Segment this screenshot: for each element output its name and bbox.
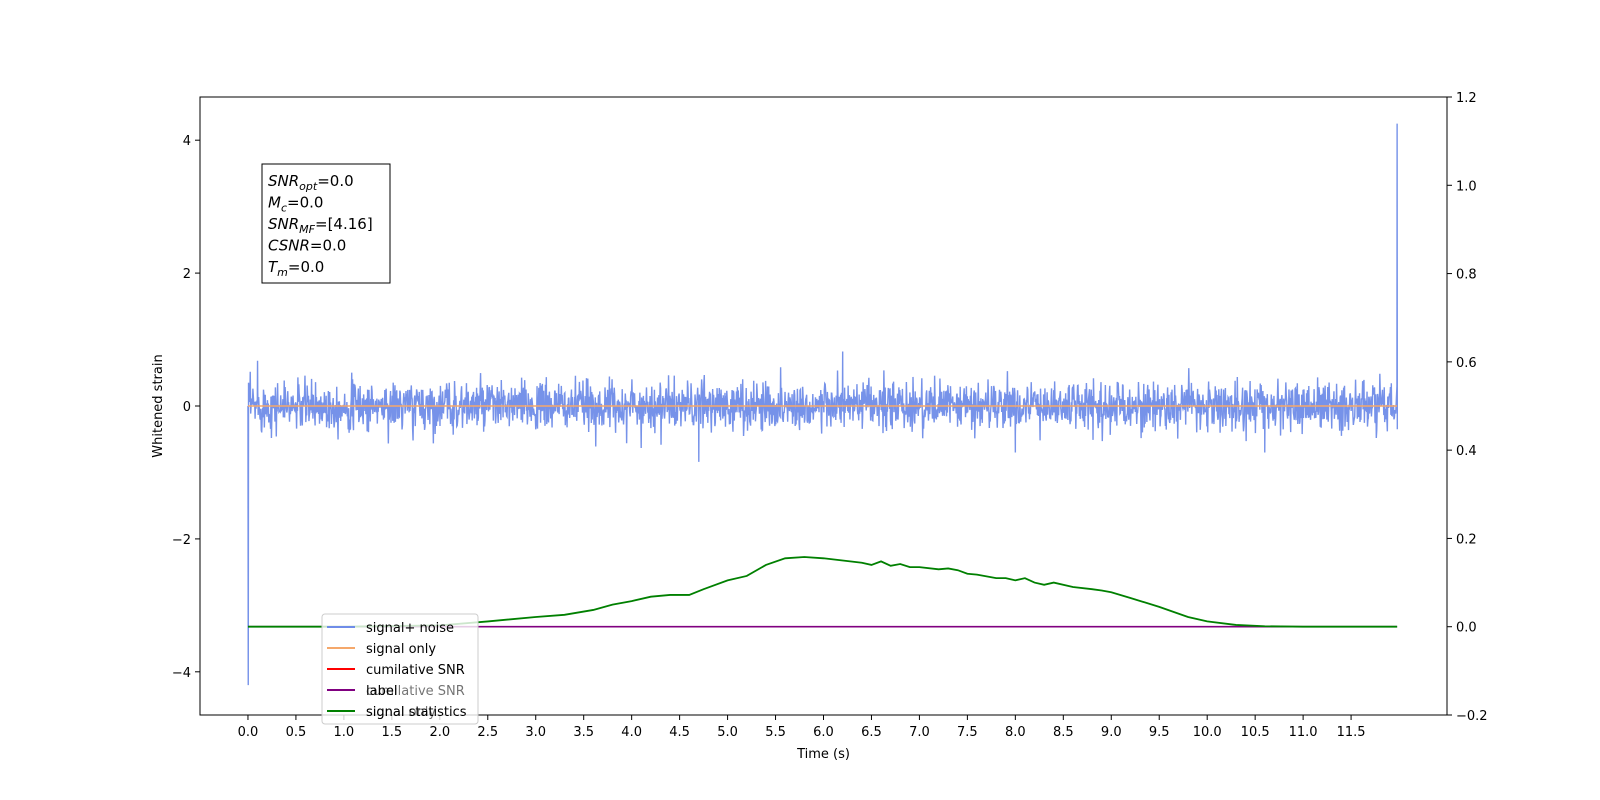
y-right-tick-label: 0.4 <box>1456 444 1477 459</box>
stats-line: CSNR=0.0 <box>268 237 346 255</box>
x-tick-label: 3.0 <box>525 725 546 740</box>
x-tick-label: 6.0 <box>813 725 834 740</box>
legend-ghost-text: cumilative SNR <box>366 684 465 699</box>
axes: 0.0 0.5 1.0 1.5 2.0 2.5 3.0 3.5 4.0 4.5 5.0 5.5 6.0 6… <box>151 91 1488 762</box>
x-axis-label: Time (s) <box>796 747 850 762</box>
legend-label: cumilative SNR <box>366 663 465 678</box>
stats-line: SNRMF=[4.16] <box>268 215 373 236</box>
x-tick-label: 6.5 <box>861 725 882 740</box>
x-tick-label: 7.5 <box>957 725 978 740</box>
series-signal-statistics <box>247 556 1398 628</box>
x-tick-label: 5.5 <box>765 725 786 740</box>
x-tick-label: 11.5 <box>1337 725 1366 740</box>
legend-ghost-text: signal only <box>366 705 436 720</box>
y-axis-label: Whitened strain <box>151 354 166 457</box>
y-left-tick-label: 4 <box>183 134 191 149</box>
stats-line: Mc=0.0 <box>268 194 323 215</box>
y-left-tick-label: −4 <box>172 666 191 681</box>
legend-frame <box>321 613 479 725</box>
legend-label: signal statistics <box>366 705 467 720</box>
x-tick-label: 8.0 <box>1005 725 1026 740</box>
y-right-tick-label: 1.0 <box>1456 179 1477 194</box>
legend: cumilative SNR signal only signal+ noise si… <box>321 613 479 725</box>
x-tick-label: 1.5 <box>382 725 403 740</box>
series-signal-plus-noise <box>247 123 1399 686</box>
y-right-tick-label: 1.2 <box>1456 91 1477 106</box>
legend-label: signal only <box>366 642 436 657</box>
x-tick-label: 10.5 <box>1241 725 1270 740</box>
x-tick-label: 5.0 <box>717 725 738 740</box>
x-tick-label: 7.0 <box>909 725 930 740</box>
x-tick-label: 1.0 <box>334 725 355 740</box>
x-tick-label: 10.0 <box>1193 725 1222 740</box>
y-left-tick-label: 2 <box>183 267 191 282</box>
legend-label: signal+ noise <box>366 621 454 636</box>
stats-box-frame <box>261 163 391 284</box>
y-left-tick-label: 0 <box>183 400 191 415</box>
y-right-tick-label: −0.2 <box>1456 709 1488 724</box>
stats-line: Tm=0.0 <box>268 258 324 279</box>
x-tick-label: 2.0 <box>429 725 450 740</box>
y-right-tick-label: 0.8 <box>1456 268 1477 283</box>
x-tick-label: 9.5 <box>1149 725 1170 740</box>
y-left-tick-label: −2 <box>172 533 191 548</box>
x-tick-label: 8.5 <box>1053 725 1074 740</box>
y-right-tick-label: 0.2 <box>1456 532 1477 547</box>
x-tick-label: 2.5 <box>477 725 498 740</box>
x-tick-label: 3.5 <box>573 725 594 740</box>
stats-line: SNRopt=0.0 <box>268 172 354 193</box>
y-right-tick-label: 0.0 <box>1456 621 1477 636</box>
x-tick-label: 4.0 <box>621 725 642 740</box>
x-tick-label: 0.0 <box>238 725 259 740</box>
x-tick-label: 11.0 <box>1289 725 1318 740</box>
x-tick-label: 4.5 <box>669 725 690 740</box>
legend-label: label <box>366 684 397 699</box>
x-tick-label: 0.5 <box>286 725 307 740</box>
plot-area <box>247 123 1399 686</box>
x-tick-label: 9.0 <box>1101 725 1122 740</box>
y-right-tick-label: 0.6 <box>1456 356 1477 371</box>
